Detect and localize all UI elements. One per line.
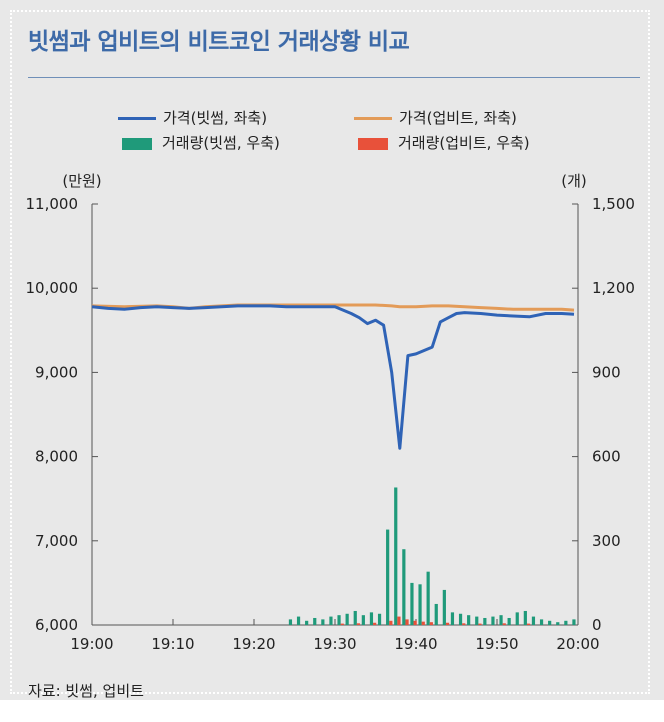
legend-item-volume-bithumb: 거래량(빗썸, 우축)	[118, 132, 280, 153]
volume-bar-bithumb	[491, 616, 495, 625]
y-right-tick-label: 900	[592, 363, 621, 381]
volume-bar-upbit	[445, 622, 450, 625]
volume-bar-bithumb	[507, 617, 511, 625]
volume-bar-bithumb	[442, 589, 446, 625]
source-note: 자료: 빗썸, 업비트	[28, 682, 144, 700]
legend-item-price-upbit: 가격(업비트, 좌축)	[354, 107, 517, 128]
volume-bar-bithumb	[394, 487, 398, 625]
legend-swatch	[358, 137, 388, 150]
y-left-tick-label: 7,000	[35, 532, 78, 550]
volume-bar-upbit	[340, 623, 344, 625]
volume-bar-bithumb	[556, 622, 560, 625]
legend-label: 거래량(빗썸, 우축)	[162, 134, 280, 152]
x-tick-label: 19:10	[151, 635, 194, 653]
chart-panel	[0, 0, 664, 700]
volume-bar-bithumb	[515, 612, 519, 625]
volume-bar-upbit	[356, 623, 361, 625]
volume-bar-bithumb	[377, 613, 382, 625]
legend-label: 가격(업비트, 좌축)	[399, 109, 517, 127]
volume-bar-bithumb	[345, 613, 349, 625]
volume-bar-bithumb	[410, 582, 414, 625]
y-right-tick-label: 0	[592, 616, 602, 634]
volume-bar-bithumb	[353, 610, 357, 625]
volume-bar-bithumb	[467, 615, 471, 625]
volume-bar-bithumb	[337, 615, 341, 625]
volume-bar-upbit	[421, 621, 425, 625]
volume-bar-bithumb	[531, 616, 536, 625]
volume-bar-bithumb	[418, 584, 422, 625]
volume-bar-bithumb	[548, 620, 552, 625]
volume-bar-upbit	[397, 616, 401, 625]
volume-bar-bithumb	[305, 620, 309, 625]
legend-label: 가격(빗썸, 좌축)	[163, 109, 268, 127]
volume-bar-bithumb	[321, 619, 325, 625]
volume-bar-bithumb	[475, 616, 479, 625]
volume-bar-upbit	[413, 620, 417, 625]
legend-swatch	[118, 117, 156, 120]
volume-bar-upbit	[429, 622, 433, 625]
y-right-tick-label: 600	[592, 448, 621, 466]
y-left-tick-label: 9,000	[35, 363, 78, 381]
volume-bar-bithumb	[386, 529, 390, 625]
y-left-tick-label: 10,000	[26, 279, 79, 297]
y-right-tick-label: 1,200	[592, 279, 635, 297]
title-rule	[28, 77, 640, 78]
volume-bar-upbit	[389, 620, 393, 625]
volume-bar-bithumb	[313, 617, 317, 625]
price-line-bithumb	[91, 304, 575, 450]
volume-bar-bithumb	[450, 612, 455, 625]
x-tick-label: 19:40	[394, 635, 437, 653]
legend-swatch	[122, 137, 152, 150]
x-tick-label: 19:00	[70, 635, 113, 653]
x-tick-label: 19:20	[232, 635, 275, 653]
legend-swatch	[354, 117, 392, 120]
x-tick-label: 19:30	[313, 635, 356, 653]
y-right-unit-label: (개)	[561, 172, 587, 190]
volume-bar-upbit	[462, 623, 466, 625]
volume-bar-bithumb	[369, 612, 374, 625]
volume-bar-bithumb	[483, 617, 487, 625]
volume-bar-upbit	[373, 622, 377, 625]
volume-bar-bithumb	[523, 610, 527, 625]
x-tick-label: 20:00	[556, 635, 599, 653]
y-left-tick-label: 6,000	[35, 616, 78, 634]
volume-bar-bithumb	[288, 619, 293, 625]
panel-border	[10, 10, 650, 694]
x-tick-label: 19:50	[475, 635, 518, 653]
y-left-tick-label: 8,000	[35, 448, 78, 466]
volume-bar-bithumb	[458, 613, 463, 625]
y-right-tick-label: 300	[592, 532, 621, 550]
volume-bar-bithumb	[539, 619, 544, 625]
volume-bar-upbit	[405, 619, 409, 625]
y-right-tick-label: 1,500	[592, 195, 635, 213]
legend-item-volume-upbit: 거래량(업비트, 우축)	[354, 132, 530, 153]
volume-bar-bithumb	[564, 620, 568, 625]
volume-bar-bithumb	[434, 603, 438, 625]
chart-title: 빗썸과 업비트의 비트코인 거래상황 비교	[28, 29, 410, 55]
y-left-unit-label: (만원)	[62, 172, 101, 190]
legend-item-price-bithumb: 가격(빗썸, 좌축)	[118, 107, 267, 128]
volume-bar-bithumb	[329, 616, 333, 625]
y-left-tick-label: 11,000	[26, 195, 79, 213]
volume-bar-bithumb	[499, 615, 503, 625]
volume-bar-upbit	[526, 623, 531, 625]
volume-bar-bithumb	[572, 619, 576, 625]
legend-label: 거래량(업비트, 우축)	[398, 134, 530, 152]
volume-bar-upbit	[502, 623, 506, 625]
volume-bar-bithumb	[296, 616, 301, 625]
volume-bar-bithumb	[361, 615, 365, 625]
volume-bar-bithumb	[426, 571, 430, 625]
volume-bar-bithumb	[402, 549, 406, 625]
volume-bar-upbit	[478, 623, 482, 625]
